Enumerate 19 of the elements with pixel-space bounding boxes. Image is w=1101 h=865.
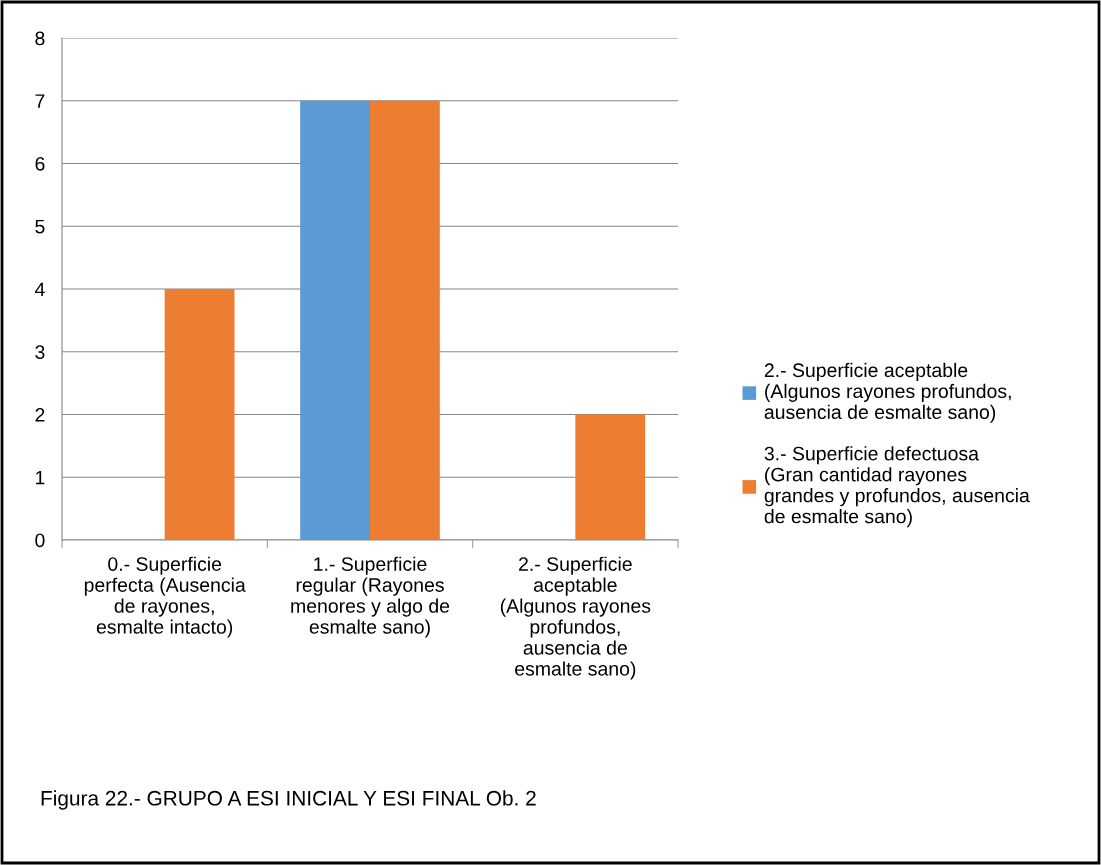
y-tick-label: 0: [35, 533, 45, 548]
y-tick-label: 4: [34, 282, 45, 297]
y-tick-label: 5: [35, 219, 45, 234]
x-tick-label: 0.- Superficie perfecta (Ausencia de rayones, esmalte intacto): [84, 556, 246, 638]
legend-label: 2.- Superficie aceptable (Algunos rayones profundos, ausencia de esmalte sano): [764, 362, 1011, 423]
x-tick-label: 1.- Superficie regular (Rayones menores y algo de esmalte sano): [291, 556, 450, 638]
y-tick-label: 3: [35, 345, 45, 359]
bar: [370, 100, 440, 540]
bar: [164, 289, 235, 540]
y-tick-label: 1: [36, 470, 45, 485]
text: Figura 22.- GRUPO A ESI INICIAL Y ESI FINAL Ob. 2: [41, 790, 536, 810]
x-tick-label: 2.- Superficie aceptable (Algunos rayones profundos, ausencia de esmalte sano): [500, 556, 651, 680]
y-tick-label: 8: [35, 31, 45, 46]
bar: [575, 414, 646, 540]
y-tick-label: 2: [35, 407, 45, 422]
y-tick-label: 6: [35, 156, 45, 171]
legend-label: 3.- Superficie defectuosa (Gran cantidad rayones grandes y profundos, ausencia de esmalte sano): [764, 446, 1030, 528]
y-tick-label: 7: [35, 94, 45, 108]
bar: [300, 100, 370, 540]
